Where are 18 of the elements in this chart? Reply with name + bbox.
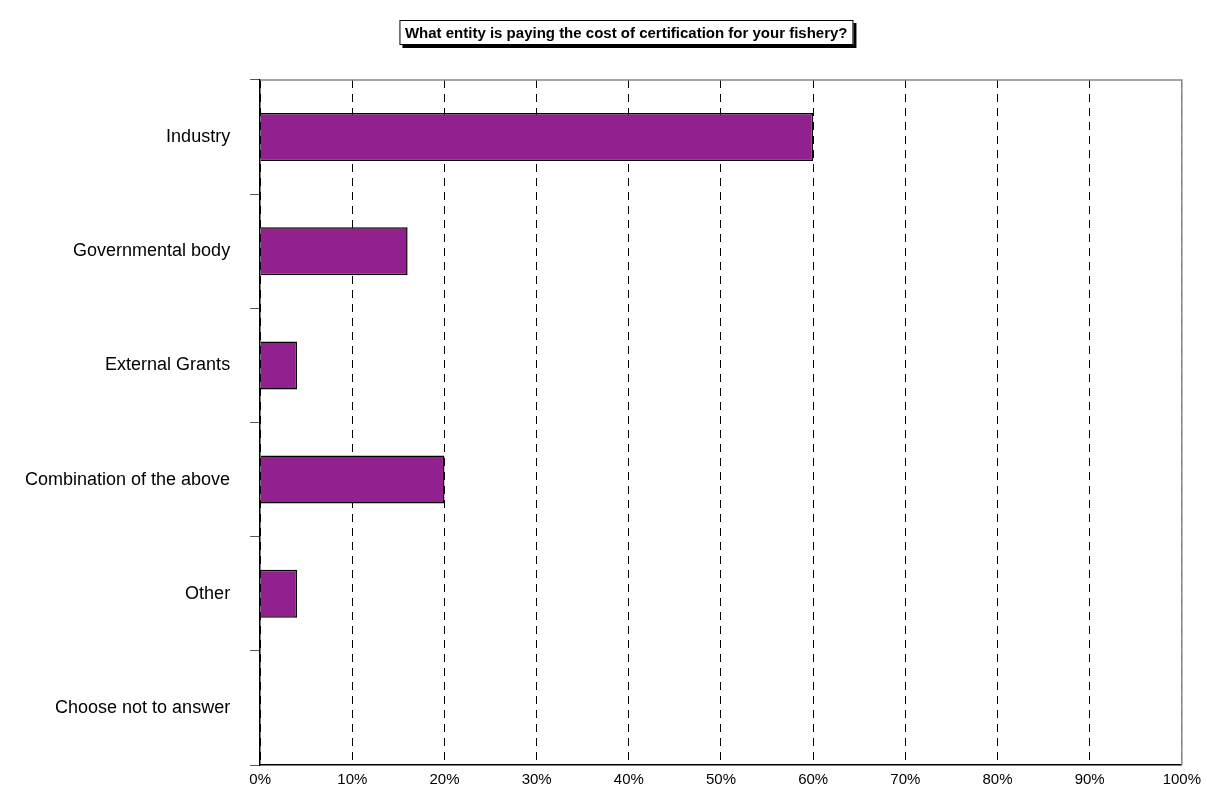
y-tick-label: External Grants bbox=[105, 354, 231, 375]
x-tick-label: 10% bbox=[337, 770, 368, 788]
x-tick-label: 70% bbox=[890, 770, 921, 788]
y-tick-label: Other bbox=[185, 582, 231, 603]
x-tick-label: 30% bbox=[521, 770, 552, 788]
y-tick-label: Governmental body bbox=[73, 240, 231, 261]
x-tick-label: 50% bbox=[705, 770, 736, 788]
x-tick-label: 0% bbox=[249, 770, 271, 788]
y-tick-label: Industry bbox=[166, 126, 231, 147]
chart-title: What entity is paying the cost of certification for your fishery? bbox=[398, 20, 854, 45]
x-tick-label: 40% bbox=[613, 770, 644, 788]
x-tick-label: 20% bbox=[429, 770, 460, 788]
x-tick-label: 100% bbox=[1162, 770, 1202, 788]
x-tick-label: 60% bbox=[798, 770, 829, 788]
x-tick-label: 80% bbox=[982, 770, 1013, 788]
y-tick-label: Choose not to answer bbox=[55, 696, 231, 717]
y-tick-label: Combination of the above bbox=[25, 468, 231, 489]
x-tick-label: 90% bbox=[1074, 770, 1105, 788]
